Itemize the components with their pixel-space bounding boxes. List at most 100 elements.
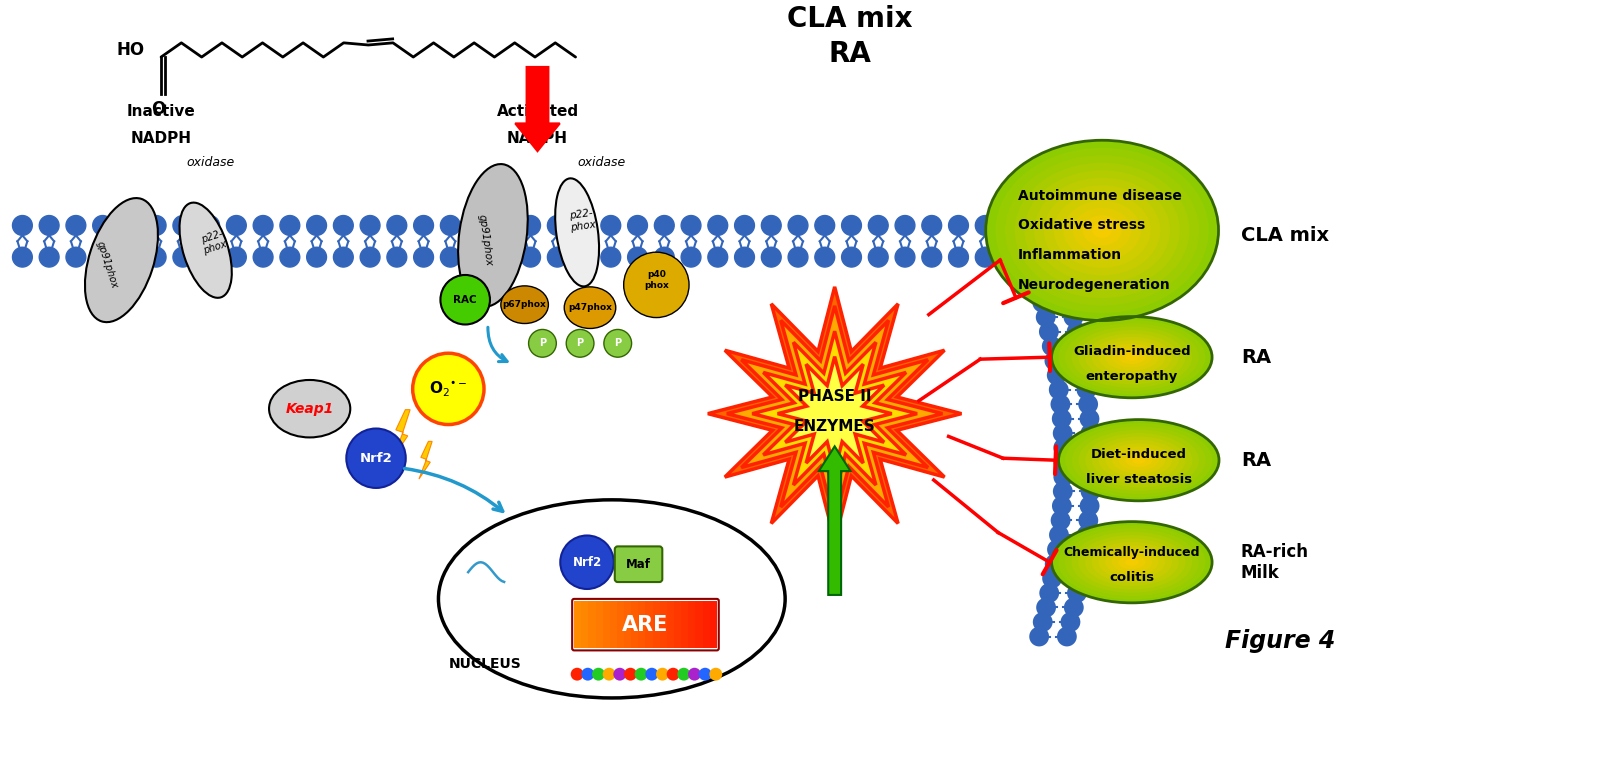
Circle shape (1034, 612, 1053, 632)
Text: Nrf2: Nrf2 (573, 556, 602, 568)
Text: RA: RA (1242, 348, 1270, 367)
Polygon shape (707, 286, 962, 541)
Text: O$_2$$^{•-}$: O$_2$$^{•-}$ (429, 379, 467, 399)
Circle shape (688, 668, 701, 681)
Circle shape (1075, 539, 1094, 559)
Ellipse shape (1118, 555, 1146, 569)
Polygon shape (726, 306, 942, 522)
Ellipse shape (1118, 350, 1146, 364)
Circle shape (949, 247, 968, 267)
Ellipse shape (995, 148, 1210, 313)
Circle shape (1040, 583, 1059, 603)
Circle shape (13, 215, 32, 235)
Circle shape (1061, 612, 1080, 632)
Circle shape (413, 353, 485, 424)
Circle shape (1045, 554, 1064, 574)
Circle shape (440, 215, 461, 235)
Circle shape (667, 668, 680, 681)
Text: O: O (150, 100, 165, 118)
Circle shape (789, 215, 808, 235)
Circle shape (1070, 336, 1090, 356)
Text: ENZYMES: ENZYMES (794, 419, 875, 434)
Circle shape (1037, 597, 1056, 617)
Circle shape (1070, 568, 1090, 588)
Circle shape (66, 247, 86, 267)
Ellipse shape (1099, 340, 1165, 374)
Text: Keap1: Keap1 (285, 401, 334, 416)
Bar (595, 601, 603, 648)
Text: p40
phox: p40 phox (643, 270, 669, 290)
Text: p67phox: p67phox (502, 300, 547, 309)
Circle shape (1050, 249, 1069, 269)
Ellipse shape (986, 140, 1219, 320)
Ellipse shape (1072, 327, 1192, 388)
Text: ARE: ARE (622, 614, 669, 635)
Circle shape (1067, 583, 1086, 603)
Ellipse shape (555, 178, 598, 286)
Circle shape (869, 215, 888, 235)
Bar (667, 601, 674, 648)
Circle shape (1077, 380, 1096, 400)
Text: colitis: colitis (1109, 571, 1155, 584)
Circle shape (1045, 351, 1064, 371)
Circle shape (333, 247, 354, 267)
Ellipse shape (438, 500, 786, 698)
Circle shape (789, 247, 808, 267)
Circle shape (307, 215, 326, 235)
Ellipse shape (1066, 529, 1198, 596)
Ellipse shape (1066, 323, 1198, 391)
Circle shape (1056, 278, 1077, 298)
Text: Oxidative stress: Oxidative stress (1018, 218, 1146, 232)
Bar (702, 601, 710, 648)
Ellipse shape (1074, 208, 1131, 253)
Ellipse shape (1085, 433, 1192, 487)
Ellipse shape (1051, 522, 1213, 603)
Bar (674, 601, 682, 648)
Circle shape (613, 668, 626, 681)
Circle shape (1082, 453, 1101, 472)
Circle shape (1067, 322, 1086, 342)
Circle shape (1029, 278, 1048, 298)
Ellipse shape (1078, 535, 1186, 589)
Bar (624, 601, 632, 648)
Bar (581, 601, 589, 648)
Circle shape (656, 668, 669, 681)
Circle shape (603, 668, 616, 681)
Circle shape (1046, 365, 1067, 385)
Ellipse shape (1112, 347, 1152, 368)
Circle shape (200, 215, 219, 235)
Text: p22-
phox: p22- phox (198, 228, 229, 257)
Circle shape (707, 215, 728, 235)
Circle shape (814, 215, 835, 235)
Circle shape (1080, 496, 1099, 516)
Ellipse shape (1054, 193, 1150, 268)
Circle shape (1042, 568, 1062, 588)
Circle shape (869, 247, 888, 267)
Circle shape (699, 668, 712, 681)
Bar (688, 601, 696, 648)
Text: RAC: RAC (453, 295, 477, 305)
Circle shape (682, 247, 701, 267)
Ellipse shape (1093, 223, 1112, 238)
Circle shape (120, 247, 139, 267)
Circle shape (1061, 293, 1080, 313)
Text: Inflammation: Inflammation (1018, 248, 1122, 262)
Circle shape (1064, 597, 1083, 617)
Text: CLA mix: CLA mix (1242, 226, 1330, 245)
Text: RA: RA (1242, 450, 1270, 470)
Circle shape (414, 247, 434, 267)
Circle shape (894, 247, 915, 267)
Circle shape (709, 668, 722, 681)
Ellipse shape (1072, 532, 1192, 593)
Text: Neurodegeneration: Neurodegeneration (1018, 278, 1171, 292)
Ellipse shape (1112, 447, 1165, 473)
Ellipse shape (1125, 354, 1139, 361)
Circle shape (440, 275, 490, 325)
Text: NUCLEUS: NUCLEUS (448, 657, 522, 671)
Circle shape (627, 215, 648, 235)
Text: Inactive: Inactive (126, 104, 195, 119)
Circle shape (560, 535, 614, 589)
FancyBboxPatch shape (614, 546, 662, 582)
Circle shape (734, 215, 755, 235)
Circle shape (842, 247, 861, 267)
